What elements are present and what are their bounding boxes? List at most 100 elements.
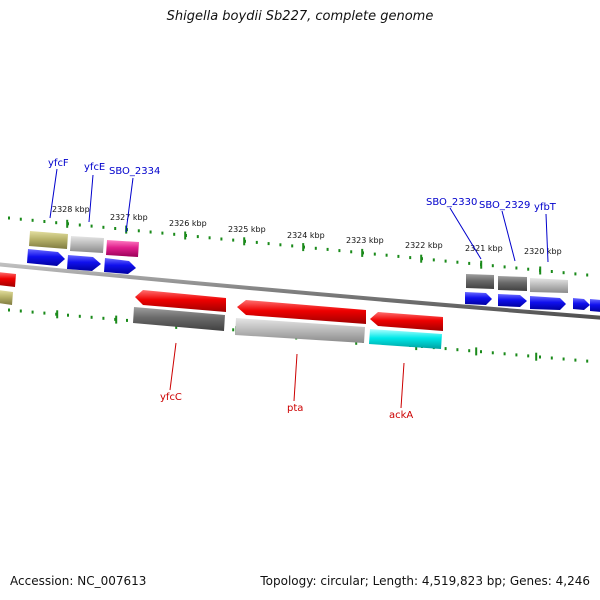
cds-reverse-arrow[interactable] [0,272,16,287]
minor-tick [279,243,282,247]
minor-tick [90,224,93,228]
cds-reverse-arrow[interactable] [135,290,226,312]
gene-label-SBO_2330[interactable]: SBO_2330 [426,197,477,208]
gene-label-yfcE[interactable]: yfcE [84,162,105,173]
cds-forward-arrow[interactable] [67,255,101,271]
minor-tick [102,225,105,229]
minor-tick [444,259,447,263]
minor-tick [456,260,459,264]
major-tick [302,243,305,252]
accession-label: Accession: NC_007613 [10,574,147,588]
cds-reverse-arrow[interactable] [370,312,443,331]
minor-tick [31,218,34,222]
minor-tick [19,217,22,221]
feature-gray-dark[interactable] [498,276,527,291]
major-tick [243,237,246,246]
major-tick [475,347,478,356]
tick-label: 2326 kbp [169,219,207,228]
genome-backbone [0,262,600,320]
minor-tick [267,242,270,246]
feature-gray-dark[interactable] [133,307,225,331]
cds-forward-arrow[interactable] [104,258,136,274]
cds-forward-arrow[interactable] [530,296,566,310]
label-leader-line [49,168,58,219]
minor-tick [444,347,447,351]
feature-gray-light[interactable] [70,236,104,253]
minor-tick [291,244,294,248]
gene-label-SBO_2329[interactable]: SBO_2329 [479,200,530,211]
minor-tick [8,308,10,312]
major-tick [56,310,59,319]
kbp-tick-labels: 2328 kbp 2327 kbp 2326 kbp 2325 kbp 2324… [52,205,562,256]
major-tick [420,254,423,263]
major-tick [361,248,364,257]
cds-forward-arrow[interactable] [27,249,65,266]
label-leader-line [169,342,177,391]
minor-tick [137,229,140,233]
label-leader-line [125,177,134,233]
gene-label-pta[interactable]: pta [287,403,303,414]
minor-tick [90,315,93,319]
feature-cyan[interactable] [369,329,442,349]
minor-tick [468,261,471,265]
topology-label: Topology: circular; Length: 4,519,823 bp… [260,574,590,588]
cds-forward-arrow[interactable] [498,294,527,307]
minor-tick [480,350,482,354]
major-tick [184,231,187,240]
minor-tick [491,351,494,355]
minor-tick [586,273,589,277]
gene-label-SBO_2334[interactable]: SBO_2334 [109,166,160,177]
minor-tick [19,309,22,313]
minor-tick [562,357,565,361]
minor-tick [586,359,589,363]
label-leader-line [545,213,549,263]
gene-label-ackA[interactable]: ackA [389,410,413,421]
minor-tick [373,252,376,256]
minor-tick [31,310,34,314]
tick-label: 2325 kbp [228,225,266,234]
minor-tick [232,238,235,242]
cds-forward-arrow[interactable] [465,292,492,305]
minor-tick [114,227,117,230]
minor-tick [149,230,152,234]
minor-tick [432,258,435,262]
minor-tick [350,250,353,254]
feature-gray-light[interactable] [235,318,365,343]
minor-tick [456,348,459,352]
feature-magenta[interactable] [106,240,139,257]
minor-tick [55,221,58,225]
cds-reverse-arrow[interactable] [237,300,366,324]
minor-tick [220,237,223,241]
minor-tick [574,272,577,276]
outer-tick-ring [8,216,589,277]
gene-label-yfcF[interactable]: yfcF [48,158,69,169]
reverse-gene-labels: yfcC pta ackA [160,342,413,421]
gene-label-yfbT[interactable]: yfbT [534,202,557,213]
gene-label-yfcC[interactable]: yfcC [160,392,182,403]
minor-tick [550,356,553,360]
minor-tick [326,247,329,251]
tick-label: 2322 kbp [405,241,443,250]
tick-label: 2324 kbp [287,231,325,240]
cds-forward-arrow[interactable] [573,298,590,310]
feature-gray-dark[interactable] [466,274,494,289]
feature-olive[interactable] [0,290,13,305]
label-leader-line [501,210,516,262]
minor-tick [43,311,46,315]
major-tick [66,219,69,228]
minor-tick [385,253,388,257]
cds-forward-arrow[interactable] [590,299,600,312]
minor-tick [102,316,105,320]
major-tick [115,315,118,324]
label-leader-line [400,362,405,409]
minor-tick [574,358,577,362]
minor-tick [78,314,81,318]
tick-label: 2320 kbp [524,247,562,256]
minor-tick [67,313,69,317]
feature-olive[interactable] [29,231,68,249]
minor-tick [503,352,506,356]
feature-gray-light[interactable] [530,278,568,293]
major-tick [535,352,538,361]
minor-tick [173,232,176,236]
